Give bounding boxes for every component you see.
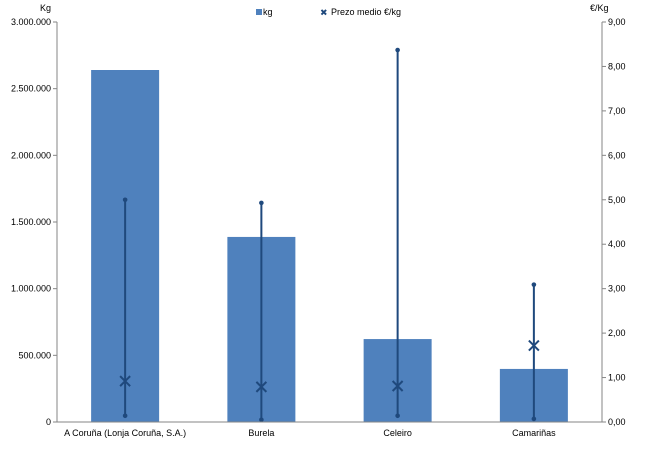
y-right-tick-label: 3,00	[608, 284, 626, 294]
price-avg-marker	[119, 375, 131, 387]
y-right-tick-label: 1,00	[608, 373, 626, 383]
price-min-marker	[259, 417, 264, 423]
price-min-marker	[122, 413, 128, 419]
y-right-tick-label: 2,00	[608, 328, 626, 338]
y-right-tick-label: 5,00	[608, 195, 626, 205]
y-left-tick-label: 500.000	[18, 350, 51, 360]
price-min-marker	[395, 413, 400, 419]
x-tick-label: Camariñas	[512, 428, 556, 438]
y-left-tick-label: 3.000.000	[11, 17, 51, 27]
price-avg-marker	[391, 380, 404, 392]
x-tick-label: A Coruña (Lonja Coruña, S.A.)	[64, 428, 186, 438]
price-max-marker	[259, 200, 264, 206]
y-left-tick-label: 2.500.000	[11, 84, 51, 94]
price-max-marker	[122, 197, 128, 203]
price-min-marker	[531, 416, 537, 422]
x-tick-label: Burela	[248, 428, 274, 438]
legend-label-kg: kg	[263, 7, 273, 17]
y-left-tick-label: 2.000.000	[11, 150, 51, 160]
legend-label-price: Prezo medio €/kg	[331, 7, 401, 17]
price-avg-marker	[255, 381, 268, 393]
legend: kg ✖ Prezo medio €/kg	[256, 7, 401, 18]
price-max-marker	[531, 282, 537, 287]
y-right-tick-label: 7,00	[608, 106, 626, 116]
y-right-tick-label: 9,00	[608, 17, 626, 27]
y-right-label: €/Kg	[590, 3, 609, 13]
legend-swatch-kg	[256, 9, 262, 15]
y-left-tick-label: 1.000.000	[11, 284, 51, 294]
price-avg-marker	[528, 339, 540, 352]
y-left-label: Kg	[40, 3, 51, 13]
y-right-tick-label: 0,00	[608, 417, 626, 427]
y-right-tick-label: 8,00	[608, 61, 626, 71]
y-right-tick-label: 4,00	[608, 239, 626, 249]
y-left-tick-label: 1.500.000	[11, 217, 51, 227]
y-left-tick-label: 0	[46, 417, 51, 427]
x-tick-label: Celeiro	[383, 428, 412, 438]
price-max-marker	[395, 47, 400, 53]
y-right-tick-label: 6,00	[608, 150, 626, 160]
legend-marker-x-icon: ✖	[320, 8, 328, 18]
